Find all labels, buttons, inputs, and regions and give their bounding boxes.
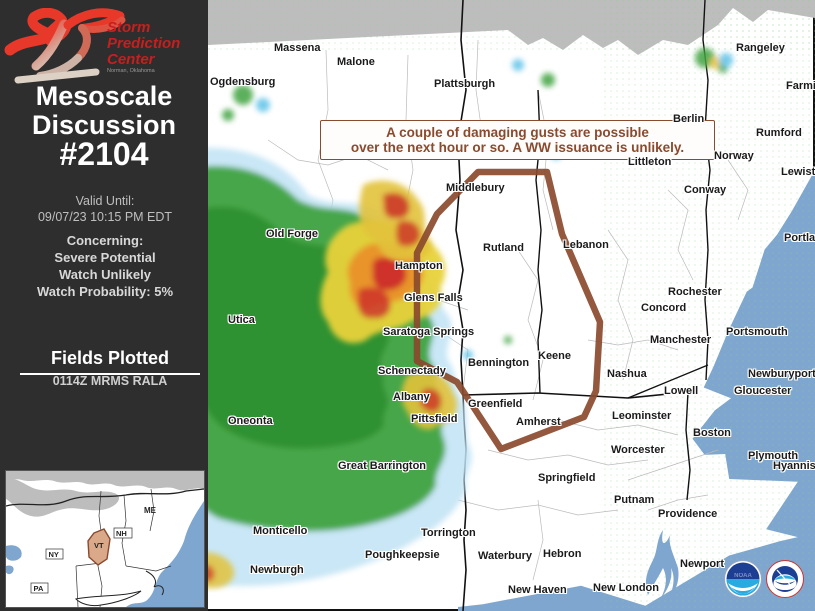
svg-text:Norman, Oklahoma: Norman, Oklahoma [107, 68, 156, 74]
svg-text:Storm: Storm [107, 19, 150, 36]
svg-text:ME: ME [144, 506, 157, 515]
svg-text:Prediction: Prediction [107, 35, 180, 52]
svg-text:Center: Center [107, 51, 156, 68]
svg-text:NH: NH [116, 529, 127, 538]
svg-text:VT: VT [94, 541, 104, 550]
svg-text:NY: NY [49, 550, 59, 559]
svg-text:PA: PA [34, 584, 44, 593]
